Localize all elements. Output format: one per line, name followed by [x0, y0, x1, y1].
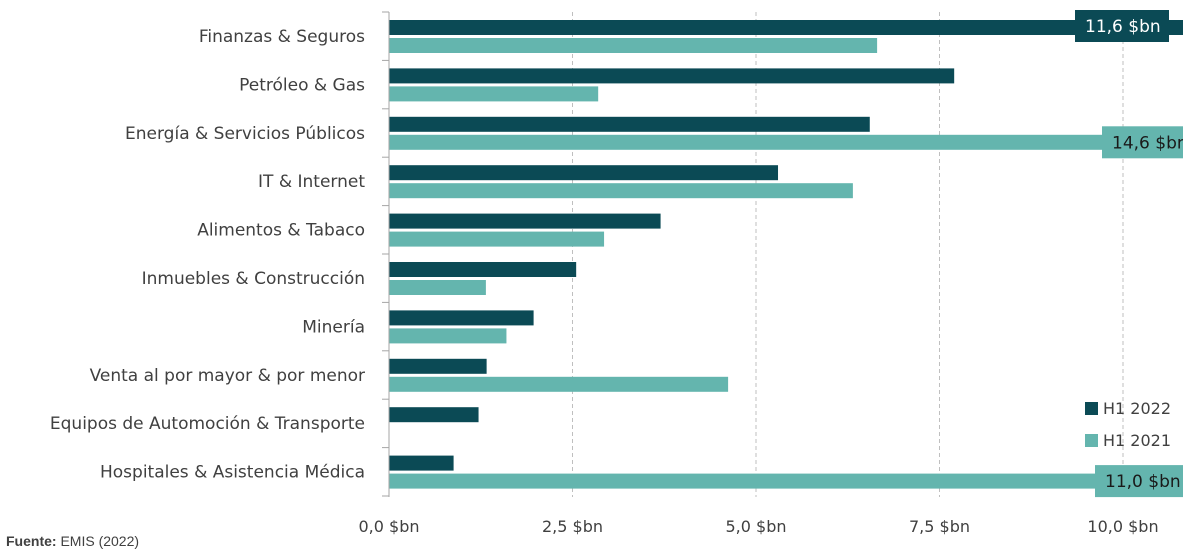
category-label-1: Petróleo & Gas — [239, 75, 365, 95]
bar-h1-2022-9 — [389, 455, 454, 471]
bar-h1-2022-7 — [389, 358, 487, 374]
bar-h1-2021-4 — [389, 231, 605, 247]
category-label-9: Hospitales & Asistencia Médica — [100, 463, 365, 483]
bar-h1-2022-5 — [389, 262, 577, 277]
category-label-4: Alimentos & Tabaco — [197, 221, 365, 241]
bar-h1-2021-5 — [389, 280, 486, 295]
category-label-3: IT & Internet — [258, 172, 365, 192]
category-label-2: Energía & Servicios Públicos — [125, 124, 365, 144]
y-axis — [382, 11, 390, 497]
x-tick-label-3: 7,5 $bn — [909, 517, 970, 536]
bars — [389, 20, 1183, 489]
source-note: Fuente: EMIS (2022) — [6, 533, 139, 549]
legend-label-1: H1 2021 — [1103, 431, 1171, 450]
bar-h1-2022-1 — [389, 68, 955, 84]
x-tick-label-4: 10,0 $bn — [1087, 517, 1158, 536]
category-label-6: Minería — [302, 317, 365, 337]
callout-label-2: 11,0 $bn — [1105, 472, 1181, 492]
callout-box-2 — [1095, 465, 1183, 498]
bar-h1-2021-2 — [389, 134, 1183, 150]
bar-h1-2021-9 — [389, 473, 1183, 489]
source-text: EMIS (2022) — [60, 533, 140, 549]
x-tick-label-1: 2,5 $bn — [542, 517, 603, 536]
bar-h1-2021-1 — [389, 86, 599, 102]
bar-h1-2022-4 — [389, 213, 661, 229]
x-tick-label-2: 5,0 $bn — [725, 517, 786, 536]
bar-h1-2021-3 — [389, 183, 853, 199]
bar-h1-2021-7 — [389, 376, 729, 392]
callout-box-0 — [1075, 10, 1169, 42]
bar-h1-2022-6 — [389, 310, 534, 326]
category-label-8: Equipos de Automoción & Transporte — [50, 414, 365, 434]
bar-h1-2022-3 — [389, 165, 779, 181]
bar-h1-2022-8 — [389, 407, 479, 423]
value-callouts: 11,6 $bn 14,6 $bn 11,0 $bn — [1075, 10, 1183, 498]
legend: H1 2022 H1 2021 — [1085, 399, 1171, 450]
x-tick-label-0: 0,0 $bn — [358, 517, 419, 536]
bar-h1-2022-2 — [389, 116, 870, 132]
category-labels: Finanzas & Seguros Petróleo & Gas Energía … — [50, 27, 365, 483]
legend-label-0: H1 2022 — [1103, 399, 1171, 418]
category-label-5: Inmuebles & Construcción — [142, 269, 365, 289]
x-tick-labels: 0,0 $bn 2,5 $bn 5,0 $bn 7,5 $bn 10,0 $bn — [358, 517, 1158, 536]
bar-h1-2021-6 — [389, 328, 507, 344]
legend-swatch-0 — [1085, 402, 1098, 415]
bar-h1-2021-0 — [389, 38, 878, 53]
legend-swatch-1 — [1085, 434, 1098, 447]
category-label-0: Finanzas & Seguros — [199, 27, 365, 47]
callout-label-0: 11,6 $bn — [1085, 17, 1161, 37]
gridlines — [572, 12, 1124, 497]
callout-box-1 — [1102, 126, 1183, 159]
callout-label-1: 14,6 $bn — [1112, 133, 1183, 153]
source-label: Fuente: — [6, 533, 57, 549]
bar-h1-2022-0 — [389, 20, 1183, 35]
category-label-7: Venta al por mayor & por menor — [90, 366, 365, 386]
